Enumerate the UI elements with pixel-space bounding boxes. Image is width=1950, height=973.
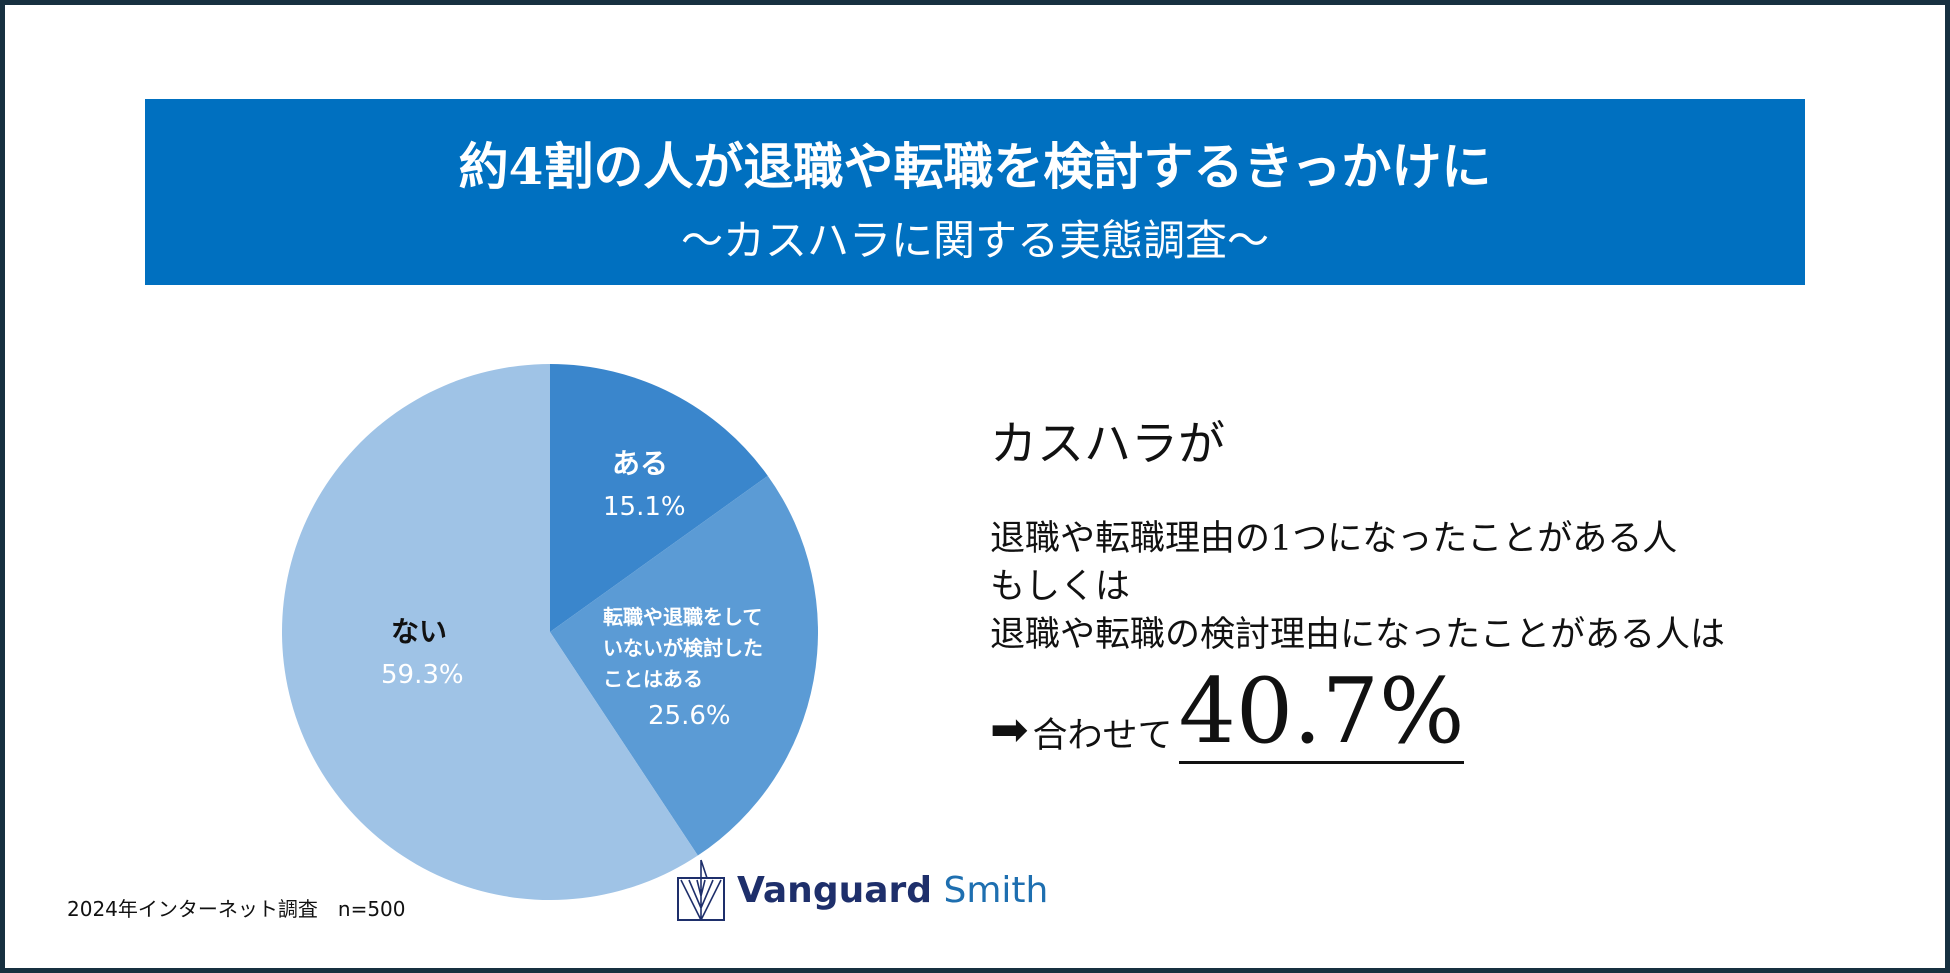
slice-value-aru: 15.1% bbox=[603, 492, 686, 522]
summary-heading: カスハラが bbox=[990, 417, 1225, 472]
summary-line-1: 退職や転職理由の1つになったことがある人 bbox=[990, 519, 1678, 559]
slice-category-nai: ない bbox=[391, 615, 448, 648]
banner-title: 約4割の人が退職や転職を検討するきっかけに bbox=[458, 137, 1492, 196]
summary-lines: 退職や転職理由の1つになったことがある人 もしくは 退職や転職の検討理由になった… bbox=[990, 515, 1890, 659]
pie-slice-considered bbox=[550, 475, 818, 856]
slice-category-considered-line2: いないが検討した bbox=[603, 636, 763, 660]
pie-chart: ある 15.1% 転職や退職をして いないが検討した ことはある 25.6% な… bbox=[225, 360, 845, 920]
company-logo: Vanguard Smith bbox=[677, 857, 1048, 923]
slice-category-considered-line1: 転職や退職をして bbox=[603, 605, 763, 629]
pie-slice-nai bbox=[281, 363, 698, 901]
summary-total-value: 40.7% bbox=[1178, 659, 1465, 764]
summary-line-3: 退職や転職の検討理由になったことがある人は bbox=[990, 615, 1726, 655]
slice-label-aru: ある 15.1% bbox=[603, 442, 686, 522]
slice-label-considered: 転職や退職をして いないが検討した ことはある 25.6% bbox=[603, 602, 763, 731]
logo-wordmark: Vanguard Smith bbox=[737, 870, 1048, 911]
logo-word-vanguard: Vanguard bbox=[737, 869, 933, 911]
pie-slice-aru bbox=[550, 364, 768, 632]
summary-total-row: ➡ 合わせて 40.7% bbox=[990, 667, 1890, 764]
slice-category-considered-line3: ことはある bbox=[603, 667, 703, 691]
summary-panel: カスハラが 退職や転職理由の1つになったことがある人 もしくは 退職や転職の検討… bbox=[990, 415, 1890, 764]
banner-subtitle: 〜カスハラに関する実態調査〜 bbox=[680, 216, 1269, 265]
logo-word-smith: Smith bbox=[932, 869, 1049, 911]
summary-together-label: 合わせて bbox=[1032, 716, 1173, 756]
vanguard-logo-icon bbox=[677, 859, 725, 921]
title-banner: 約4割の人が退職や転職を検討するきっかけに 〜カスハラに関する実態調査〜 bbox=[145, 99, 1805, 285]
slice-value-nai: 59.3% bbox=[381, 660, 464, 690]
slide: 約4割の人が退職や転職を検討するきっかけに 〜カスハラに関する実態調査〜 ある … bbox=[5, 5, 1945, 968]
slice-label-nai: ない 59.3% bbox=[381, 610, 464, 690]
slice-category-aru: ある bbox=[612, 447, 669, 480]
arrow-right-icon: ➡ bbox=[990, 702, 1029, 756]
pie-chart-svg bbox=[281, 363, 818, 901]
summary-line-2: もしくは bbox=[990, 567, 1131, 607]
survey-source-note: 2024年インターネット調査 n=500 bbox=[67, 897, 406, 921]
slice-value-considered: 25.6% bbox=[648, 701, 731, 731]
